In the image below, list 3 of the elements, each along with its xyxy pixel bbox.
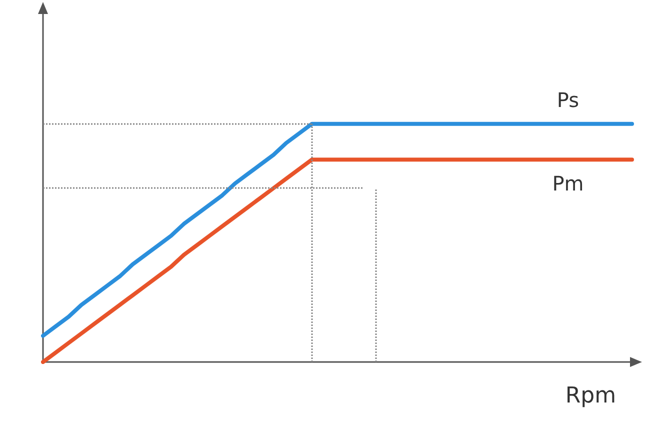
x-axis-title: Rpm — [565, 384, 616, 408]
series-label: Pm — [552, 172, 584, 196]
series-label: Ps — [556, 88, 580, 112]
